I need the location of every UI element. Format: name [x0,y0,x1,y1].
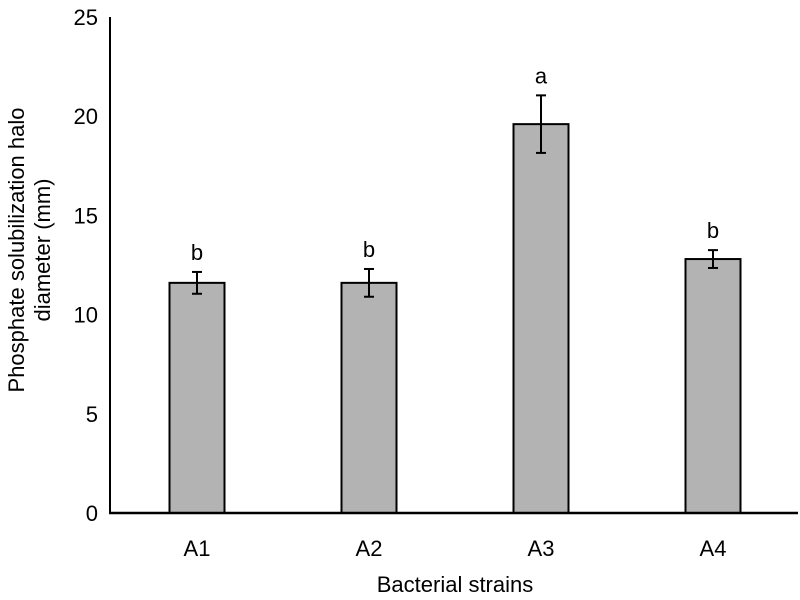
x-tick-label: A1 [184,536,211,561]
y-tick-label: 5 [86,402,98,427]
y-axis-label-line-2: diameter (mm) [30,178,55,321]
y-tick-label: 0 [86,501,98,526]
significance-letter: b [363,237,375,262]
error-bar [708,249,718,269]
bar-a1 [168,281,226,514]
x-axis-label: Bacterial strains [377,572,534,597]
x-tick-label: A4 [700,536,727,561]
y-axis-label-line-1: Phosphate solubilization halo [4,108,29,393]
error-bar [536,94,546,154]
significance-letter: b [707,218,719,243]
y-tick-label: 20 [74,104,98,129]
y-tick-label: 25 [74,5,98,30]
bar-a3 [512,123,570,515]
y-tick-label: 10 [74,303,98,328]
error-bar [364,267,374,298]
significance-letter: a [535,63,548,88]
x-tick-label: A2 [356,536,383,561]
error-bar [192,270,202,295]
bar-a4 [684,258,742,514]
bar-a2 [340,281,398,514]
significance-letter: b [191,240,203,265]
y-tick-label: 15 [74,203,98,228]
x-tick-label: A3 [528,536,555,561]
